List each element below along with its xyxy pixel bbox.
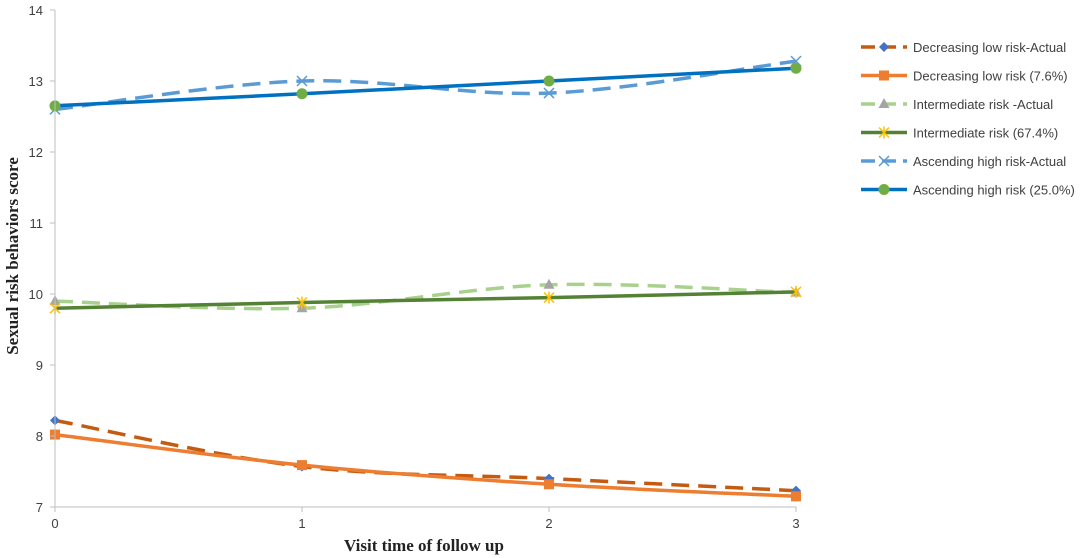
data-point-4-1 (296, 75, 308, 87)
legend-item-0: Decreasing low risk-Actual (861, 40, 1066, 55)
series-0 (50, 415, 801, 496)
data-point-3-3 (790, 285, 802, 298)
data-point-1-1 (297, 460, 307, 471)
legend-marker-2 (878, 98, 890, 108)
legend-marker-5 (878, 184, 890, 195)
y-tick-label-1: 8 (36, 429, 43, 444)
x-axis-title: Visit time of follow up (344, 536, 504, 555)
y-tick-label-2: 9 (36, 358, 43, 373)
data-point-3-1 (296, 296, 308, 309)
legend-item-5: Ascending high risk (25.0%) (861, 183, 1075, 198)
y-tick-label-3: 10 (29, 287, 43, 302)
legend-label-4: Ascending high risk-Actual (913, 154, 1066, 169)
data-point-3-2 (543, 291, 555, 304)
legend-item-1: Decreasing low risk (7.6%) (861, 69, 1068, 84)
series-line-3 (54, 290, 797, 310)
y-tick-label-6: 13 (29, 74, 43, 89)
series-line-1 (54, 432, 797, 499)
legend-marker-0 (879, 42, 889, 52)
series-line-0 (54, 418, 797, 493)
legend-label-5: Ascending high risk (25.0%) (913, 183, 1075, 198)
y-axis-title: Sexual risk behaviors score (3, 157, 22, 355)
data-point-4-2-stroke-b (543, 87, 555, 99)
data-point-2-2 (543, 278, 555, 289)
series-line-5 (54, 66, 797, 108)
legend-item-2: Intermediate risk -Actual (861, 97, 1053, 112)
plot-area (49, 55, 802, 502)
data-point-5-1 (296, 88, 308, 100)
data-point-4-2 (543, 87, 555, 99)
series-3 (49, 285, 802, 315)
x-tick-label-0: 0 (51, 516, 58, 531)
legend-item-4: Ascending high risk-Actual (861, 154, 1066, 169)
legend-marker-1 (879, 70, 889, 81)
y-tick-label-0: 7 (36, 500, 43, 515)
data-point-5-3 (790, 62, 802, 74)
x-tick-label-2: 2 (545, 516, 552, 531)
legend-label-1: Decreasing low risk (7.6%) (913, 69, 1068, 84)
data-point-1-2 (544, 479, 554, 490)
data-point-5-2 (543, 75, 555, 87)
legend-marker-4 (878, 155, 890, 167)
series-5 (49, 62, 802, 112)
legend-label-0: Decreasing low risk-Actual (913, 40, 1066, 55)
y-tick-label-5: 12 (29, 145, 43, 160)
legend-marker-3 (878, 126, 890, 139)
legend: Decreasing low risk-Actual Decreasing low… (861, 40, 1075, 198)
legend-label-3: Intermediate risk (67.4%) (913, 126, 1058, 141)
x-tick-label-1: 1 (298, 516, 305, 531)
series-line-4 (54, 59, 797, 112)
x-tick-label-3: 3 (792, 516, 799, 531)
series-1 (50, 429, 801, 502)
series-4 (49, 55, 802, 115)
y-tick-label-7: 14 (29, 3, 43, 18)
legend-item-3: Intermediate risk (67.4%) (861, 126, 1058, 141)
legend-label-2: Intermediate risk -Actual (913, 97, 1053, 112)
y-tick-label-4: 11 (30, 216, 44, 231)
data-point-1-3 (791, 491, 801, 502)
legend-marker-4-stroke-b (878, 155, 890, 167)
data-point-4-1-stroke-b (296, 75, 308, 87)
